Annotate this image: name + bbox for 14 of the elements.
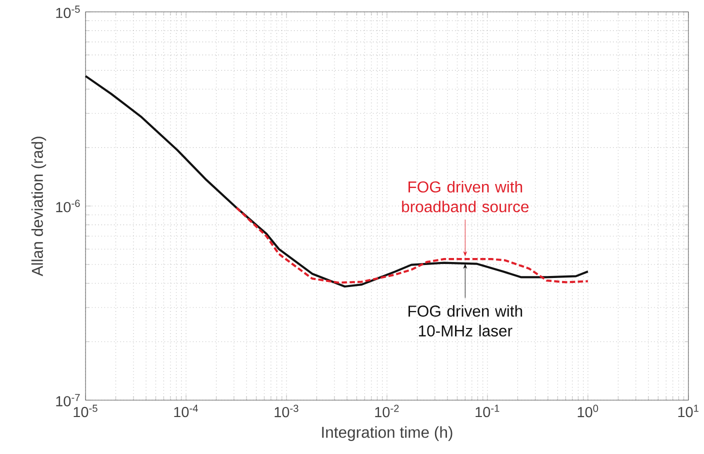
x-tick-label: 10$^{0}$ — [578, 404, 598, 418]
x-tick-label: 10$^{-3}$ — [274, 404, 298, 418]
x-tick-label: 10$^{-4}$ — [174, 404, 198, 418]
y-axis-title: Allan deviation (rad) — [31, 136, 46, 276]
y-tick-label: 10$^{-5}$ — [56, 6, 80, 18]
y-tick-label: 10$^{-6}$ — [56, 200, 80, 212]
x-tick-label: 10$^{-5}$ — [74, 404, 98, 418]
x-axis-title: Integration time (h) — [322, 426, 452, 441]
x-tick-label: 10$^{1}$ — [678, 404, 698, 418]
x-tick-label: 10$^{-1}$ — [476, 404, 500, 418]
annotation: FOG driven with 10-MHz laser — [408, 305, 522, 336]
annotation: FOG driven with broadband source — [402, 180, 529, 212]
y-tick-label: 10$^{-7}$ — [56, 394, 80, 406]
x-tick-label: 10$^{-2}$ — [375, 404, 399, 418]
